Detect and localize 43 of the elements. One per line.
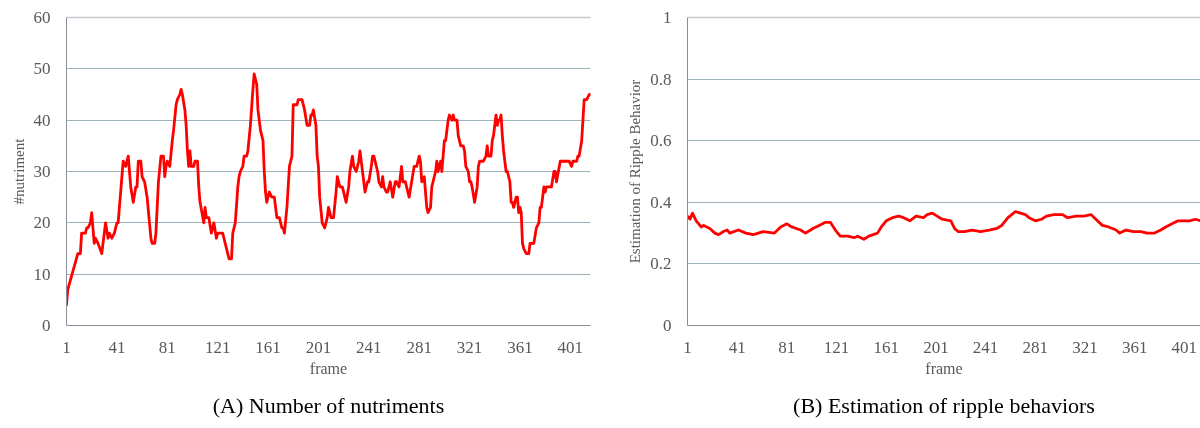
y-axis-title: #nutriment — [10, 137, 27, 205]
x-tick-label: 121 — [204, 337, 231, 357]
x-tick-label: 241 — [972, 337, 999, 357]
x-tick-label: 321 — [1072, 337, 1098, 357]
x-tick-label: 321 — [456, 337, 483, 357]
x-tick-label: 161 — [873, 337, 899, 357]
y-tick-label: 60 — [33, 8, 51, 27]
x-tick-label: 41 — [108, 337, 126, 357]
y-tick-label: 40 — [33, 110, 51, 130]
x-tick-label: 281 — [1022, 337, 1049, 357]
y-tick-label: 0 — [663, 316, 672, 335]
y-tick-label: 0.6 — [650, 131, 672, 151]
text: (A) Number of nutriments — [212, 392, 445, 418]
x-tick-label: 361 — [507, 337, 533, 357]
y-tick-label: 0 — [42, 316, 51, 335]
x-tick-label: 1 — [62, 337, 71, 357]
x-axis-title: frame — [309, 359, 348, 377]
x-tick-label: 361 — [1121, 337, 1148, 357]
y-tick-label: 30 — [33, 162, 51, 181]
y-tick-label: 1 — [663, 8, 672, 27]
y-tick-label: 20 — [33, 213, 51, 233]
x-tick-label: 401 — [1171, 337, 1198, 357]
line-series — [66, 72, 591, 307]
y-tick-label: 0.8 — [650, 69, 672, 89]
line-series — [687, 210, 1200, 241]
x-tick-label: 201 — [305, 337, 332, 357]
x-tick-label: 41 — [728, 337, 746, 357]
x-axis-title: frame — [925, 359, 963, 377]
x-tick-label: 1 — [683, 337, 692, 357]
x-tick-label: 241 — [356, 337, 382, 357]
y-axis-title: Estimation of Ripple Behavior — [627, 79, 644, 264]
x-tick-label: 121 — [823, 337, 850, 357]
x-tick-label: 281 — [406, 337, 432, 357]
x-tick-label: 201 — [923, 337, 949, 357]
y-tick-label: 10 — [33, 264, 51, 284]
x-tick-label: 401 — [557, 337, 584, 357]
x-tick-label: 81 — [158, 337, 176, 357]
text: (B) Estimation of ripple behaviors — [793, 392, 1095, 418]
y-tick-label: 50 — [33, 59, 51, 79]
x-tick-label: 161 — [255, 337, 281, 357]
y-tick-label: 0.2 — [650, 254, 672, 274]
x-tick-label: 81 — [778, 337, 796, 357]
y-tick-label: 0.4 — [650, 192, 672, 212]
